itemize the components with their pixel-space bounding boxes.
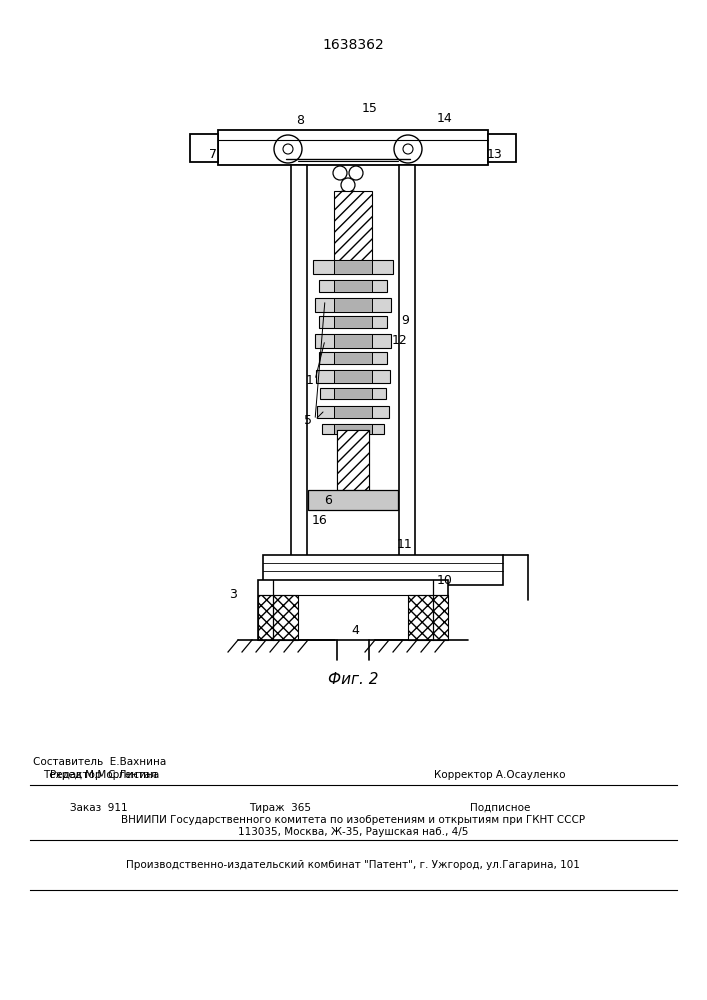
Text: Подписное: Подписное	[470, 803, 530, 813]
Bar	[334, 280, 372, 292]
Bar	[315, 298, 391, 312]
Text: 3: 3	[229, 588, 237, 601]
Text: ВНИИПИ Государственного комитета по изобретениям и открытиям при ГКНТ СССР: ВНИИПИ Государственного комитета по изоб…	[121, 815, 585, 825]
Circle shape	[394, 135, 422, 163]
Text: 15: 15	[362, 102, 378, 114]
Circle shape	[349, 166, 363, 180]
Text: Техред М.Моргентал: Техред М.Моргентал	[43, 770, 157, 780]
Bar	[334, 424, 372, 434]
Bar	[408, 595, 448, 640]
Text: Тираж  365: Тираж 365	[249, 803, 311, 813]
Text: 6: 6	[324, 493, 332, 506]
Bar	[319, 316, 387, 328]
Text: 8: 8	[296, 113, 304, 126]
Circle shape	[403, 144, 413, 154]
Text: Фиг. 2: Фиг. 2	[328, 672, 378, 688]
Bar	[334, 334, 372, 348]
Text: 11: 11	[397, 538, 413, 552]
Text: 9: 9	[401, 314, 409, 326]
Text: Редактор  С.Лисина: Редактор С.Лисина	[50, 770, 159, 780]
Text: 7: 7	[209, 148, 217, 161]
Text: Производственно-издательский комбинат "Патент", г. Ужгород, ул.Гагарина, 101: Производственно-издательский комбинат "П…	[126, 860, 580, 870]
Text: 10: 10	[437, 574, 453, 586]
Bar	[334, 316, 372, 328]
Text: 4: 4	[351, 624, 359, 637]
Bar	[334, 352, 372, 364]
Bar	[258, 595, 298, 640]
Bar	[319, 280, 387, 292]
Circle shape	[341, 178, 355, 192]
Bar	[337, 430, 369, 490]
Bar	[263, 555, 503, 585]
Bar	[334, 370, 372, 383]
Bar	[322, 424, 384, 434]
Bar	[337, 430, 369, 490]
Text: Заказ  911: Заказ 911	[70, 803, 128, 813]
Circle shape	[349, 191, 357, 199]
Text: 13: 13	[487, 148, 503, 161]
Text: 1638362: 1638362	[322, 38, 384, 52]
Circle shape	[274, 135, 302, 163]
Bar	[313, 260, 393, 274]
Bar	[315, 334, 391, 348]
Bar	[399, 165, 415, 610]
Text: 16: 16	[312, 514, 328, 526]
Bar	[316, 370, 390, 383]
Bar	[488, 134, 516, 162]
Circle shape	[333, 166, 347, 180]
Circle shape	[283, 144, 293, 154]
Text: 113035, Москва, Ж-35, Раушская наб., 4/5: 113035, Москва, Ж-35, Раушская наб., 4/5	[238, 827, 468, 837]
Bar	[258, 580, 448, 640]
Text: 1: 1	[306, 373, 314, 386]
Text: Составитель  Е.Вахнина: Составитель Е.Вахнина	[33, 757, 167, 767]
Bar	[308, 490, 398, 510]
Bar	[334, 260, 372, 274]
Bar	[190, 134, 218, 162]
Bar	[319, 352, 387, 364]
Bar	[218, 130, 488, 165]
Text: Корректор А.Осауленко: Корректор А.Осауленко	[434, 770, 566, 780]
Text: 14: 14	[437, 111, 453, 124]
Bar	[291, 165, 307, 610]
Bar	[334, 298, 372, 312]
Text: 5: 5	[304, 414, 312, 426]
Bar	[320, 388, 386, 399]
Text: 12: 12	[392, 334, 408, 347]
Bar	[334, 191, 372, 271]
Bar	[334, 406, 372, 418]
Bar	[317, 406, 389, 418]
Circle shape	[339, 191, 347, 199]
Bar	[334, 388, 372, 399]
